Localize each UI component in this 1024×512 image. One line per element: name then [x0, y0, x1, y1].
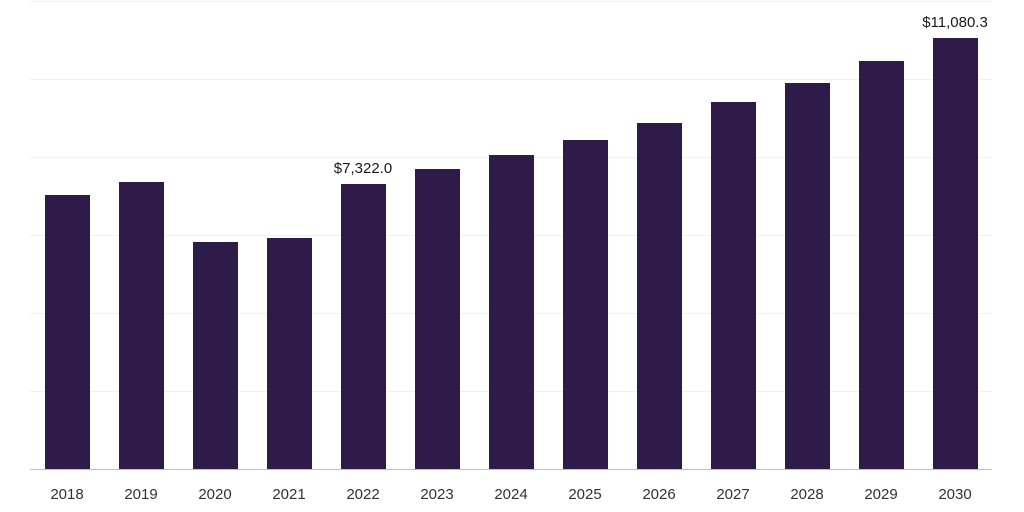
x-axis-label-2023: 2023 — [420, 485, 454, 503]
x-axis-label-2018: 2018 — [50, 485, 84, 503]
bar-2029 — [858, 60, 904, 470]
bar-column-2030: $11,080.3 — [918, 2, 992, 470]
bar-2019 — [118, 182, 164, 470]
bar-value-label-2022: $7,322.0 — [333, 160, 393, 178]
bar-column-2027 — [696, 2, 770, 470]
x-axis-label-2022: 2022 — [346, 485, 380, 503]
bar-2023 — [414, 168, 460, 470]
bar-2020 — [192, 241, 238, 470]
bar-2025 — [562, 140, 608, 470]
bar-column-2029 — [844, 2, 918, 470]
gridline-10000 — [30, 79, 992, 80]
bar-column-2020 — [178, 2, 252, 470]
bar-column-2018 — [30, 2, 104, 470]
bars-row: $7,322.0 $11,080.3 — [30, 2, 992, 470]
bar-2026 — [636, 122, 682, 470]
bar-2027 — [710, 101, 756, 470]
bar-2030 — [932, 37, 978, 470]
x-axis-label-2028: 2028 — [790, 485, 824, 503]
bar-column-2019 — [104, 2, 178, 470]
x-axis-label-2025: 2025 — [568, 485, 602, 503]
bar-value-label-2030: $11,080.3 — [922, 13, 988, 31]
x-axis-label-2029: 2029 — [864, 485, 898, 503]
x-axis-label-2020: 2020 — [198, 485, 232, 503]
x-axis-label-2030: 2030 — [938, 485, 972, 503]
gridline-12000 — [30, 1, 992, 2]
bar-2024 — [488, 154, 534, 470]
x-axis-label-2026: 2026 — [642, 485, 676, 503]
bar-column-2025 — [548, 2, 622, 470]
x-axis-labels: 2018 2019 2020 2021 2022 2023 2024 2025 2026 2027… — [30, 470, 992, 512]
bar-2028 — [784, 83, 830, 470]
bar-2018 — [44, 195, 90, 470]
bar-2022 — [340, 184, 386, 470]
bar-2021 — [266, 237, 312, 470]
bar-column-2024 — [474, 2, 548, 470]
plot-area: $7,322.0 $11,080.3 — [30, 1, 992, 470]
bar-column-2028 — [770, 2, 844, 470]
bar-column-2023 — [400, 2, 474, 470]
bar-column-2022: $7,322.0 — [326, 2, 400, 470]
x-axis-label-2021: 2021 — [272, 485, 306, 503]
x-axis-baseline — [30, 469, 992, 470]
x-axis-label-2024: 2024 — [494, 485, 528, 503]
x-axis-label-2027: 2027 — [716, 485, 750, 503]
bar-column-2021 — [252, 2, 326, 470]
bar-column-2026 — [622, 2, 696, 470]
x-axis-label-2019: 2019 — [124, 485, 158, 503]
